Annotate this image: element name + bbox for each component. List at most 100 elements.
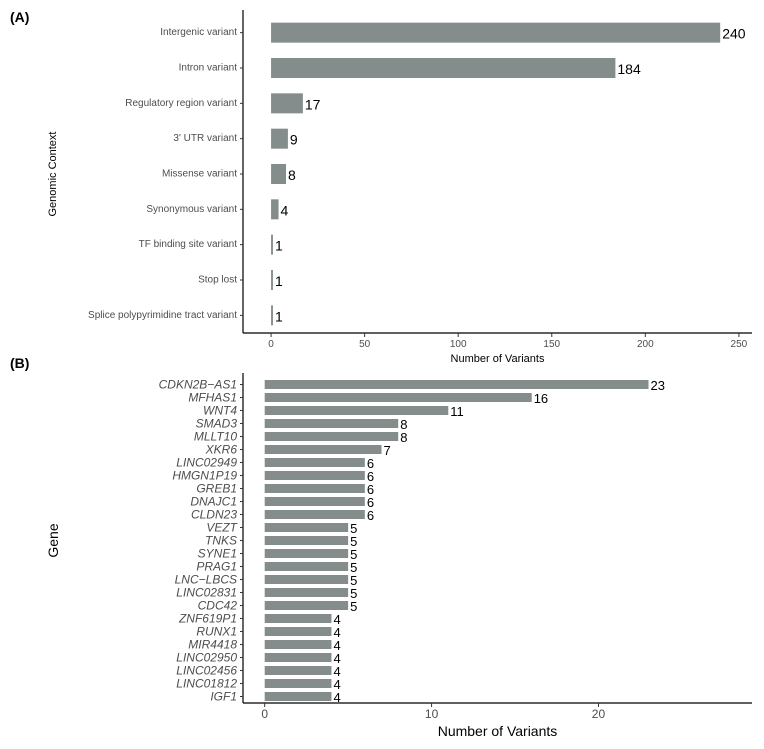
category-label-b-linc01812: LINC01812 [176, 677, 237, 691]
bar-b-linc02950 [264, 653, 332, 662]
value-label-b-vezt: 5 [350, 521, 357, 536]
bar-b-cdc42 [264, 601, 349, 610]
value-label-b-greb1: 6 [367, 482, 374, 497]
category-label-b-cdc42: CDC42 [198, 599, 238, 613]
bar-b-znf619p1 [264, 614, 332, 623]
category-label-b-hmgn1p19: HMGN1P19 [172, 469, 237, 483]
value-label-b-lnc-lbcs: 5 [350, 573, 357, 588]
x-tick-label-b-20: 20 [592, 707, 606, 721]
category-label-b-mfhas1: MFHAS1 [188, 391, 237, 405]
category-label-b-lnc-lbcs: LNC−LBCS [175, 573, 237, 587]
category-label-b-dnajc1: DNAJC1 [190, 495, 237, 509]
value-label-b-runx1: 4 [333, 625, 340, 640]
x-tick-label-a-200: 200 [637, 339, 654, 350]
category-label-b-mllt10: MLLT10 [194, 430, 237, 444]
category-label-b-wnt4: WNT4 [203, 404, 237, 418]
value-label-b-mir4418: 4 [333, 638, 340, 653]
bar-b-linc02831 [264, 588, 349, 597]
value-label-a-intron-variant: 184 [617, 61, 641, 77]
bar-b-hmgn1p19 [264, 471, 365, 480]
category-label-b-znf619p1: ZNF619P1 [178, 612, 237, 626]
bar-b-vezt [264, 523, 349, 532]
x-axis-title-b: Number of Variants [438, 723, 558, 739]
category-label-b-mir4418: MIR4418 [188, 638, 237, 652]
bar-b-mir4418 [264, 640, 332, 649]
value-label-b-linc02949: 6 [367, 456, 374, 471]
bar-b-wnt4 [264, 406, 449, 415]
x-axis-title-a: Number of Variants [451, 353, 545, 365]
bar-b-runx1 [264, 627, 332, 636]
category-label-a-intron-variant: Intron variant [179, 63, 238, 74]
value-label-b-linc01812: 4 [333, 677, 340, 692]
category-label-b-prag1: PRAG1 [196, 560, 237, 574]
value-label-a-splice-polypyrimidine-tract-variant: 1 [275, 308, 283, 324]
category-label-b-greb1: GREB1 [196, 482, 237, 496]
panel-a-chart: Intergenic variant 240 Intron variant 184 Re… [47, 10, 752, 365]
bar-b-mllt10 [264, 432, 399, 441]
value-label-a-tf-binding-site-variant: 1 [275, 238, 283, 254]
bar-b-cdkn2b-as1 [264, 380, 649, 389]
category-label-b-cdkn2b-as1: CDKN2B−AS1 [159, 378, 237, 392]
x-tick-label-a-150: 150 [543, 339, 560, 350]
bar-a-regulatory-region-variant [271, 93, 303, 114]
value-label-b-syne1: 5 [350, 547, 357, 562]
bar-a-splice-polypyrimidine-tract-variant [271, 305, 273, 326]
y-axis-title-b: Gene [45, 523, 61, 557]
value-label-b-wnt4: 11 [450, 404, 464, 419]
category-label-a-tf-binding-site-variant: TF binding site variant [139, 239, 238, 250]
bar-b-linc02456 [264, 666, 332, 675]
value-label-b-igf1: 4 [333, 690, 340, 705]
value-label-b-znf619p1: 4 [333, 612, 340, 627]
value-label-b-smad3: 8 [400, 417, 407, 432]
bar-a-synonymous-variant [271, 199, 279, 220]
bar-b-mfhas1 [264, 393, 532, 402]
category-label-b-linc02950: LINC02950 [176, 651, 237, 665]
bar-b-greb1 [264, 484, 365, 493]
value-label-a-regulatory-region-variant: 17 [305, 96, 321, 112]
x-tick-label-b-0: 0 [261, 707, 268, 721]
panel-a-label: (A) [10, 9, 29, 25]
category-label-a-intergenic-variant: Intergenic variant [160, 27, 237, 38]
value-label-b-cdkn2b-as1: 23 [651, 378, 665, 393]
value-label-b-tnks: 5 [350, 534, 357, 549]
category-label-b-vezt: VEZT [206, 521, 238, 535]
bar-b-dnajc1 [264, 497, 365, 506]
value-label-b-mfhas1: 16 [534, 391, 548, 406]
category-label-b-linc02949: LINC02949 [176, 456, 237, 470]
category-label-b-linc02456: LINC02456 [176, 664, 237, 678]
category-label-a-regulatory-region-variant: Regulatory region variant [125, 98, 237, 109]
value-label-b-mllt10: 8 [400, 430, 407, 445]
bar-b-xkr6 [264, 445, 382, 454]
bar-b-tnks [264, 536, 349, 545]
x-tick-label-a-0: 0 [268, 339, 274, 350]
value-label-a-synonymous-variant: 4 [281, 202, 289, 218]
category-label-b-smad3: SMAD3 [196, 417, 238, 431]
value-label-a-intergenic-variant: 240 [722, 26, 746, 42]
y-axis-title-a: Genomic Context [47, 132, 59, 217]
bar-b-lnc-lbcs [264, 575, 349, 584]
category-label-a-missense-variant: Missense variant [162, 169, 237, 180]
bar-a-3-utr-variant [271, 128, 288, 149]
bar-a-stop-lost [271, 270, 273, 290]
category-label-a-stop-lost: Stop lost [198, 275, 237, 286]
value-label-a-3-utr-variant: 9 [290, 132, 298, 148]
category-label-a-3-utr-variant: 3' UTR variant [173, 133, 237, 144]
value-label-b-linc02831: 5 [350, 586, 357, 601]
bar-b-syne1 [264, 549, 349, 558]
value-label-b-xkr6: 7 [384, 443, 391, 458]
bar-b-prag1 [264, 562, 349, 571]
bar-a-intergenic-variant [271, 22, 721, 43]
value-label-b-linc02456: 4 [333, 664, 340, 679]
x-tick-label-b-10: 10 [425, 707, 439, 721]
category-label-a-splice-polypyrimidine-tract-variant: Splice polypyrimidine tract variant [88, 310, 237, 321]
x-tick-label-a-100: 100 [450, 339, 467, 350]
bar-b-igf1 [264, 692, 332, 701]
value-label-b-dnajc1: 6 [367, 495, 374, 510]
panel-b-label: (B) [10, 355, 29, 371]
bar-b-cldn23 [264, 510, 365, 519]
value-label-b-hmgn1p19: 6 [367, 469, 374, 484]
value-label-b-cldn23: 6 [367, 508, 374, 523]
value-label-b-prag1: 5 [350, 560, 357, 575]
value-label-a-stop-lost: 1 [275, 273, 283, 289]
